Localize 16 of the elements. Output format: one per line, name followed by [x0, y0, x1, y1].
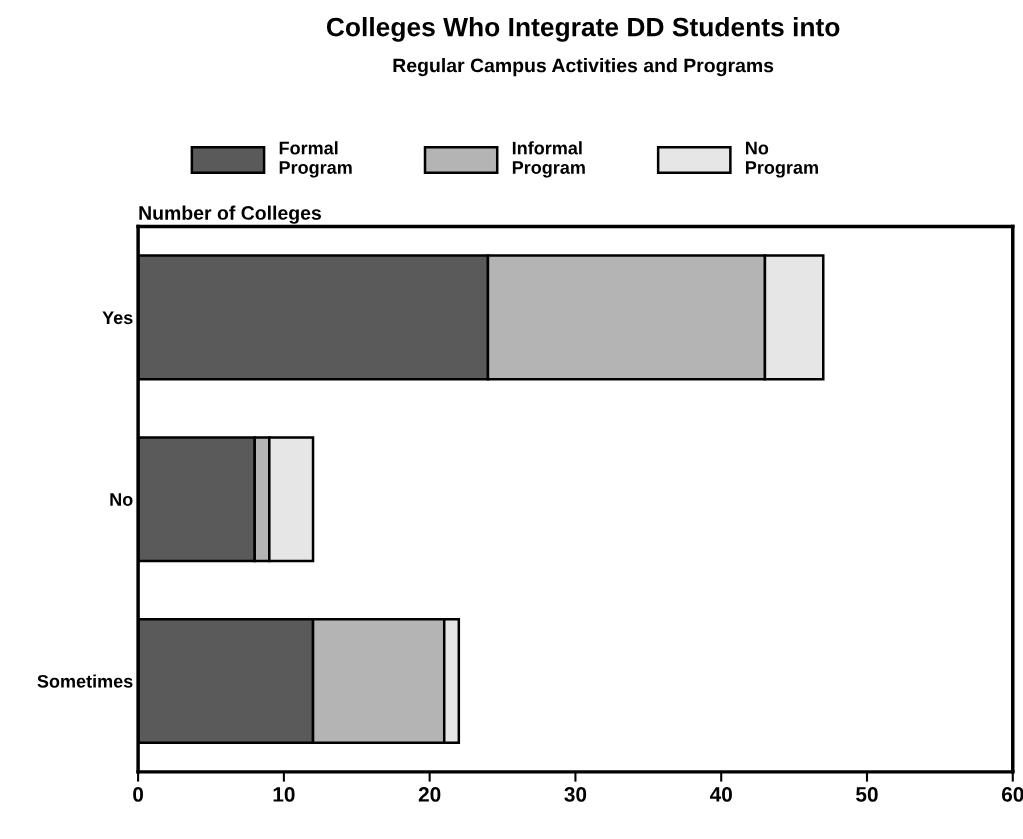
- x-axis-title: Number of Colleges: [139, 205, 321, 224]
- y-tick-label: Yes: [102, 311, 133, 325]
- chart-subtitle: Regular Campus Activities and Programs: [393, 58, 774, 77]
- x-tick-label: 0: [133, 787, 144, 802]
- chart-title: Colleges Who Integrate DD Students into: [326, 17, 840, 42]
- x-tick-label: 40: [709, 787, 732, 802]
- legend-label: No Program: [746, 141, 818, 178]
- x-tick-label: 10: [273, 787, 295, 802]
- y-tick-label: No: [110, 493, 133, 506]
- x-tick-label: 20: [418, 787, 441, 802]
- legend-label: Informal Program: [512, 141, 585, 178]
- x-tick-label: 60: [1001, 787, 1023, 802]
- legend-label: Formal Program: [279, 141, 352, 178]
- y-tick-label: Sometimes: [37, 674, 133, 688]
- x-tick-label: 30: [564, 787, 587, 802]
- x-tick-label: 50: [856, 787, 878, 802]
